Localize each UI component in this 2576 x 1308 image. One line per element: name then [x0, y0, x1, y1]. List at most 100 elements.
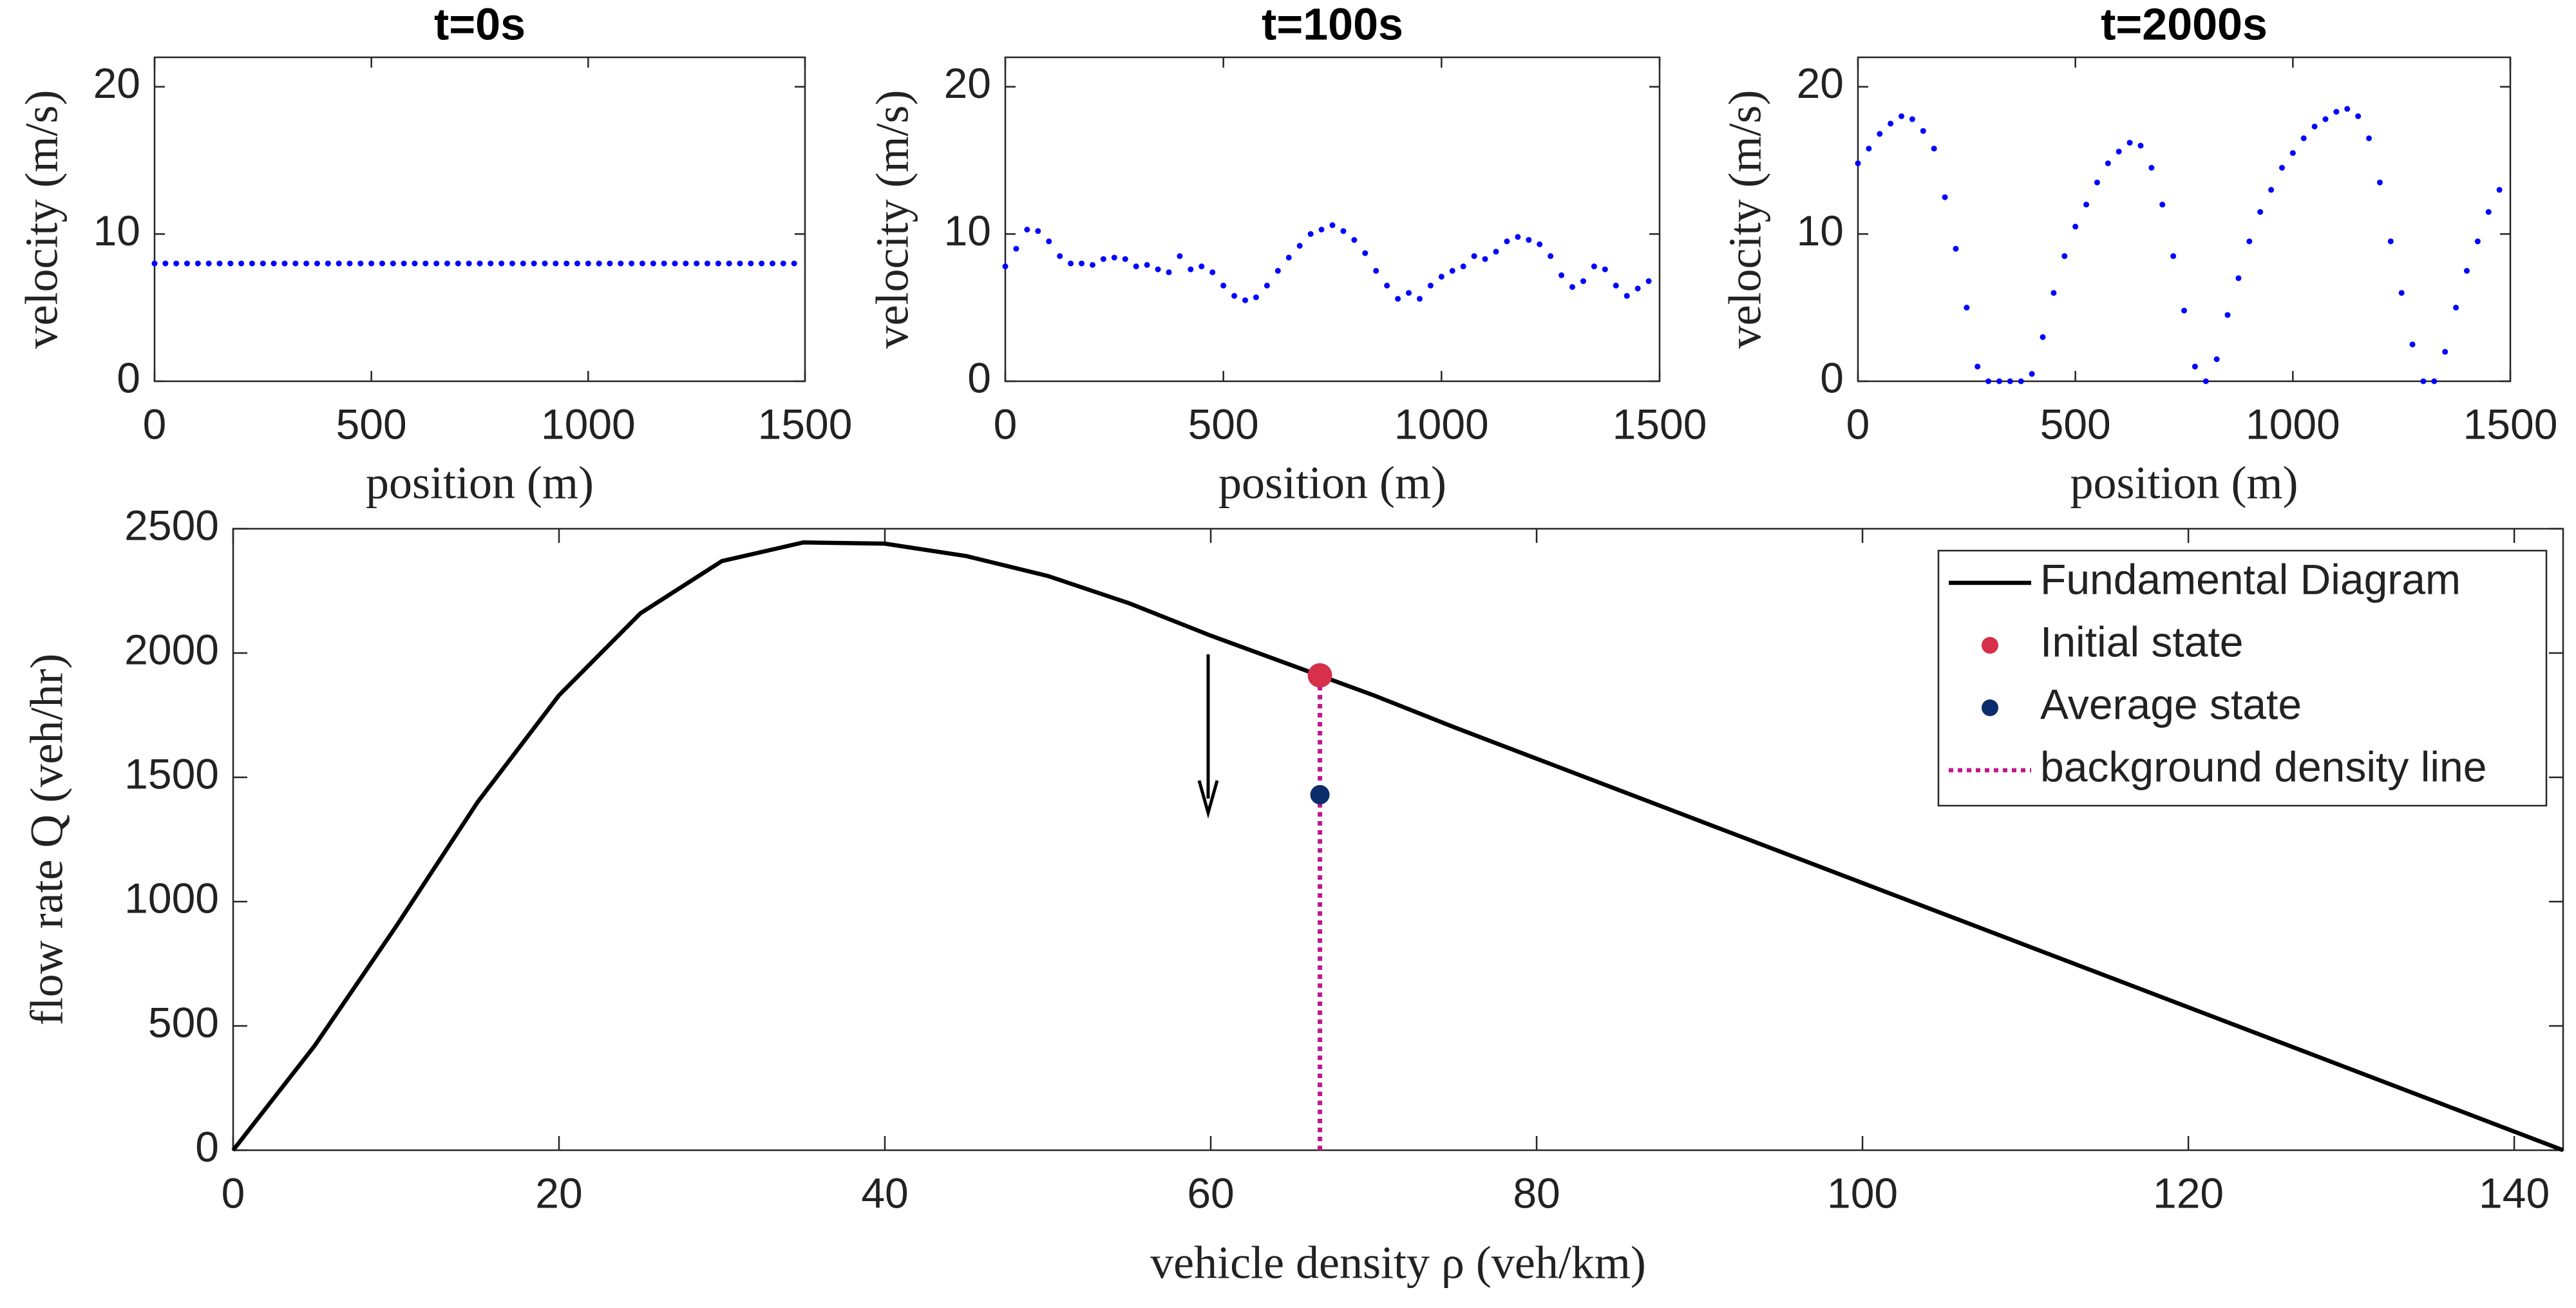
data-point: [2050, 290, 2057, 296]
x-tick-label: 60: [1187, 1169, 1234, 1217]
data-point: [281, 260, 288, 267]
data-point: [151, 260, 158, 267]
data-point: [1449, 268, 1455, 274]
subplot: 0 500 1000 1500 0 10 20 t=100s position (m) veloc…: [867, 0, 1707, 509]
data-point: [1427, 282, 1434, 289]
data-point: [1188, 266, 1194, 272]
axes-box: [1004, 56, 1661, 383]
subplot: 0 500 1000 1500 0 10 20 t=2000s position (m) velo…: [1719, 0, 2558, 509]
data-point: [2148, 164, 2155, 171]
data-point: [1079, 260, 1085, 267]
x-axis-label: position (m): [1218, 457, 1446, 509]
x-tick-label: 80: [1513, 1169, 1560, 1217]
arrow: [1197, 654, 1219, 819]
data-point: [770, 260, 775, 267]
x-tick-label: 100: [1827, 1169, 1898, 1217]
data-point: [2159, 202, 2166, 208]
data-point: [162, 260, 169, 267]
x-tick-label: 500: [1188, 400, 1259, 448]
data-point: [1068, 260, 1074, 267]
data-point: [2007, 378, 2013, 384]
data-point: [303, 260, 310, 267]
data-point: [1996, 378, 2002, 384]
subplot: 0 500 1000 1500 0 10 20 t=0s position (m) velocit…: [16, 0, 853, 509]
x-tick-label: 1500: [758, 400, 853, 448]
data-point: [726, 260, 732, 267]
data-point: [488, 260, 494, 267]
subplot-title: t=0s: [434, 0, 526, 49]
legend-box: [1937, 549, 2548, 807]
data-point: [325, 260, 331, 267]
data-point: [2202, 378, 2209, 384]
x-axis-label: vehicle density ρ (veh/km): [1150, 1237, 1646, 1289]
data-point: [1307, 231, 1314, 237]
data-point: [1100, 256, 1106, 262]
data-point: [2192, 363, 2198, 370]
data-point: [1493, 249, 1499, 255]
data-point: [2246, 238, 2253, 245]
data-point: [1964, 305, 1970, 311]
data-point: [2126, 140, 2133, 146]
data-point: [1624, 292, 1630, 299]
data-point: [1046, 238, 1052, 245]
x-tick-label: 40: [861, 1169, 908, 1217]
data-point: [2485, 209, 2492, 215]
data-point: [705, 260, 710, 267]
data-point: [401, 260, 407, 267]
data-point: [748, 260, 754, 267]
data-point: [1111, 254, 1117, 261]
data-point: [1373, 268, 1379, 274]
data-point: [1329, 222, 1336, 229]
y-tick-label: 20: [944, 59, 991, 107]
data-point: [1613, 282, 1619, 289]
data-point: [650, 260, 656, 267]
data-point: [1155, 266, 1161, 272]
data-point: [1438, 274, 1444, 280]
data-point: [433, 260, 440, 267]
data-point: [715, 260, 721, 267]
data-point: [346, 260, 353, 267]
data-point: [2137, 142, 2144, 149]
data-point: [1002, 263, 1009, 270]
data-point: [780, 260, 786, 267]
data-point: [1384, 282, 1390, 289]
curve: [231, 540, 2564, 1153]
data-point: [173, 260, 180, 267]
data-point: [2116, 148, 2122, 155]
data-point: [542, 260, 548, 267]
data-point: [2224, 312, 2231, 318]
data-point: [1460, 263, 1466, 270]
data-point: [1296, 243, 1303, 249]
y-tick-label: 0: [195, 1123, 219, 1170]
x-axis-label: position (m): [2070, 457, 2298, 509]
data-point: [1362, 250, 1368, 256]
data-point: [205, 260, 212, 267]
data-point: [1471, 253, 1477, 260]
x-tick-label: 500: [2040, 400, 2111, 448]
y-tick-label: 10: [944, 207, 991, 254]
data-point: [260, 260, 266, 267]
y-tick-label: 0: [967, 354, 991, 401]
data-point: [249, 260, 255, 267]
data-point: [444, 260, 450, 267]
data-point: [1166, 269, 1172, 276]
data-point: [2366, 135, 2372, 142]
data-point: [1899, 113, 1905, 119]
data-point: [694, 260, 700, 267]
y-axis-label: velocity (m/s): [867, 90, 918, 349]
data-point: [1931, 146, 1937, 152]
data-point: [2442, 348, 2448, 355]
data-point: [629, 260, 635, 267]
subplot-title: t=2000s: [2101, 0, 2268, 49]
y-axis-label: velocity (m/s): [1719, 90, 1771, 349]
data-point: [1209, 269, 1216, 276]
axes-box: [153, 56, 806, 383]
data-point: [639, 260, 645, 267]
x-tick-label: 1000: [541, 400, 636, 448]
data-point: [2181, 307, 2187, 314]
data-point: [596, 260, 602, 267]
data-point: [1416, 296, 1423, 302]
data-point: [791, 260, 797, 267]
data-point: [498, 260, 505, 267]
data-point: [2029, 371, 2035, 377]
